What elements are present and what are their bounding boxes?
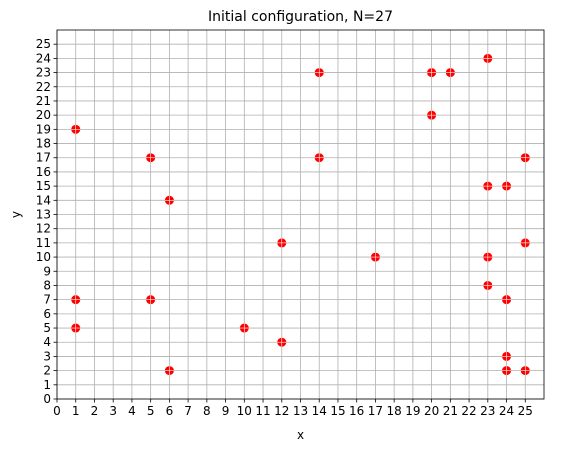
y-tick-label: 24 [36,51,51,65]
y-tick-label: 15 [36,179,51,193]
data-point [71,295,81,305]
x-tick-label: 3 [109,404,117,418]
x-tick-label: 7 [184,404,192,418]
y-tick-label: 6 [43,307,51,321]
x-tick-label: 10 [237,404,252,418]
y-axis-label: y [9,211,23,218]
data-point [483,181,493,191]
y-tick-label: 14 [36,193,51,207]
data-point [314,153,324,163]
data-point [71,323,81,333]
y-tick-label: 0 [43,392,51,406]
data-point [445,68,455,78]
data-point [520,238,530,248]
x-tick-label: 2 [91,404,99,418]
y-tick-label: 11 [36,236,51,250]
x-tick-label: 0 [53,404,61,418]
x-tick-label: 17 [368,404,383,418]
x-tick-label: 5 [147,404,155,418]
x-tick-label: 14 [312,404,327,418]
data-points [71,53,530,376]
x-tick-label: 18 [387,404,402,418]
y-tick-label: 22 [36,80,51,94]
x-tick-label: 21 [443,404,458,418]
y-tick-label: 18 [36,137,51,151]
y-tick-label: 3 [43,349,51,363]
x-tick-label: 1 [72,404,80,418]
data-point [239,323,249,333]
y-tick-label: 13 [36,208,51,222]
x-tick-label: 25 [518,404,533,418]
data-point [520,153,530,163]
x-tick-label: 23 [480,404,495,418]
data-point [277,337,287,347]
x-tick-label: 24 [499,404,514,418]
x-tick-label: 6 [166,404,174,418]
x-tick-label: 4 [128,404,136,418]
data-point [483,252,493,262]
data-point [502,366,512,376]
data-point [502,295,512,305]
data-point [314,68,324,78]
y-tick-label: 5 [43,321,51,335]
y-tick-label: 19 [36,122,51,136]
x-tick-label: 11 [255,404,270,418]
y-tick-label: 12 [36,222,51,236]
ticks: 0 1 2 3 4 5 6 7 8 9 10 11 12 13 14 15 16 17 18 19 20 21 22 23 24… [36,37,533,418]
y-tick-label: 10 [36,250,51,264]
data-point [520,366,530,376]
data-point [483,280,493,290]
x-tick-label: 13 [293,404,308,418]
data-point [164,366,174,376]
y-tick-label: 4 [43,335,51,349]
data-point [146,153,156,163]
x-tick-label: 8 [203,404,211,418]
y-tick-label: 2 [43,364,51,378]
x-tick-label: 22 [461,404,476,418]
plot-frame [56,29,545,400]
chart-title: Initial configuration, N=27 [208,9,393,25]
grid [56,30,544,400]
y-tick-label: 9 [43,264,51,278]
y-tick-label: 21 [36,94,51,108]
data-point [277,238,287,248]
y-tick-label: 23 [36,66,51,80]
x-tick-label: 20 [424,404,439,418]
data-point [502,351,512,361]
x-tick-label: 12 [274,404,289,418]
data-point [427,68,437,78]
y-tick-label: 17 [36,151,51,165]
y-tick-label: 8 [43,278,51,292]
data-point [370,252,380,262]
data-point [146,295,156,305]
data-point [502,181,512,191]
x-tick-label: 16 [349,404,364,418]
x-tick-label: 15 [330,404,345,418]
data-point [164,195,174,205]
y-tick-label: 25 [36,37,51,51]
data-point [483,53,493,63]
y-tick-label: 1 [43,378,51,392]
data-point [427,110,437,120]
y-tick-label: 16 [36,165,51,179]
data-point [71,124,81,134]
x-tick-label: 19 [405,404,420,418]
x-axis-label: x [297,428,304,442]
y-tick-label: 7 [43,293,51,307]
y-tick-label: 20 [36,108,51,122]
x-tick-label: 9 [222,404,230,418]
